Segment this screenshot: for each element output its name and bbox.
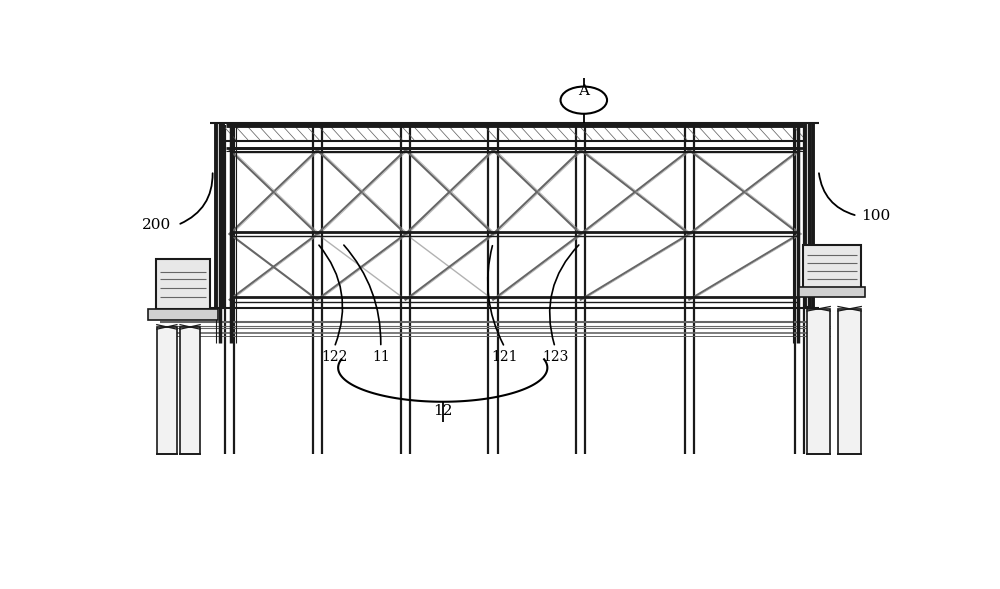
Bar (156, 259, 210, 309)
Bar (838, 309, 861, 454)
Bar (180, 327, 200, 454)
Bar (803, 245, 861, 289)
Bar (807, 309, 830, 454)
Text: 100: 100 (861, 209, 891, 223)
Bar (157, 327, 177, 454)
Text: 121: 121 (492, 350, 518, 363)
Text: A: A (578, 84, 589, 98)
Text: 123: 123 (542, 350, 568, 363)
Text: 122: 122 (321, 350, 347, 363)
Text: 200: 200 (142, 218, 171, 232)
Bar (148, 309, 218, 320)
Text: 11: 11 (372, 350, 390, 363)
Bar (799, 287, 865, 297)
Text: 12: 12 (433, 404, 452, 418)
